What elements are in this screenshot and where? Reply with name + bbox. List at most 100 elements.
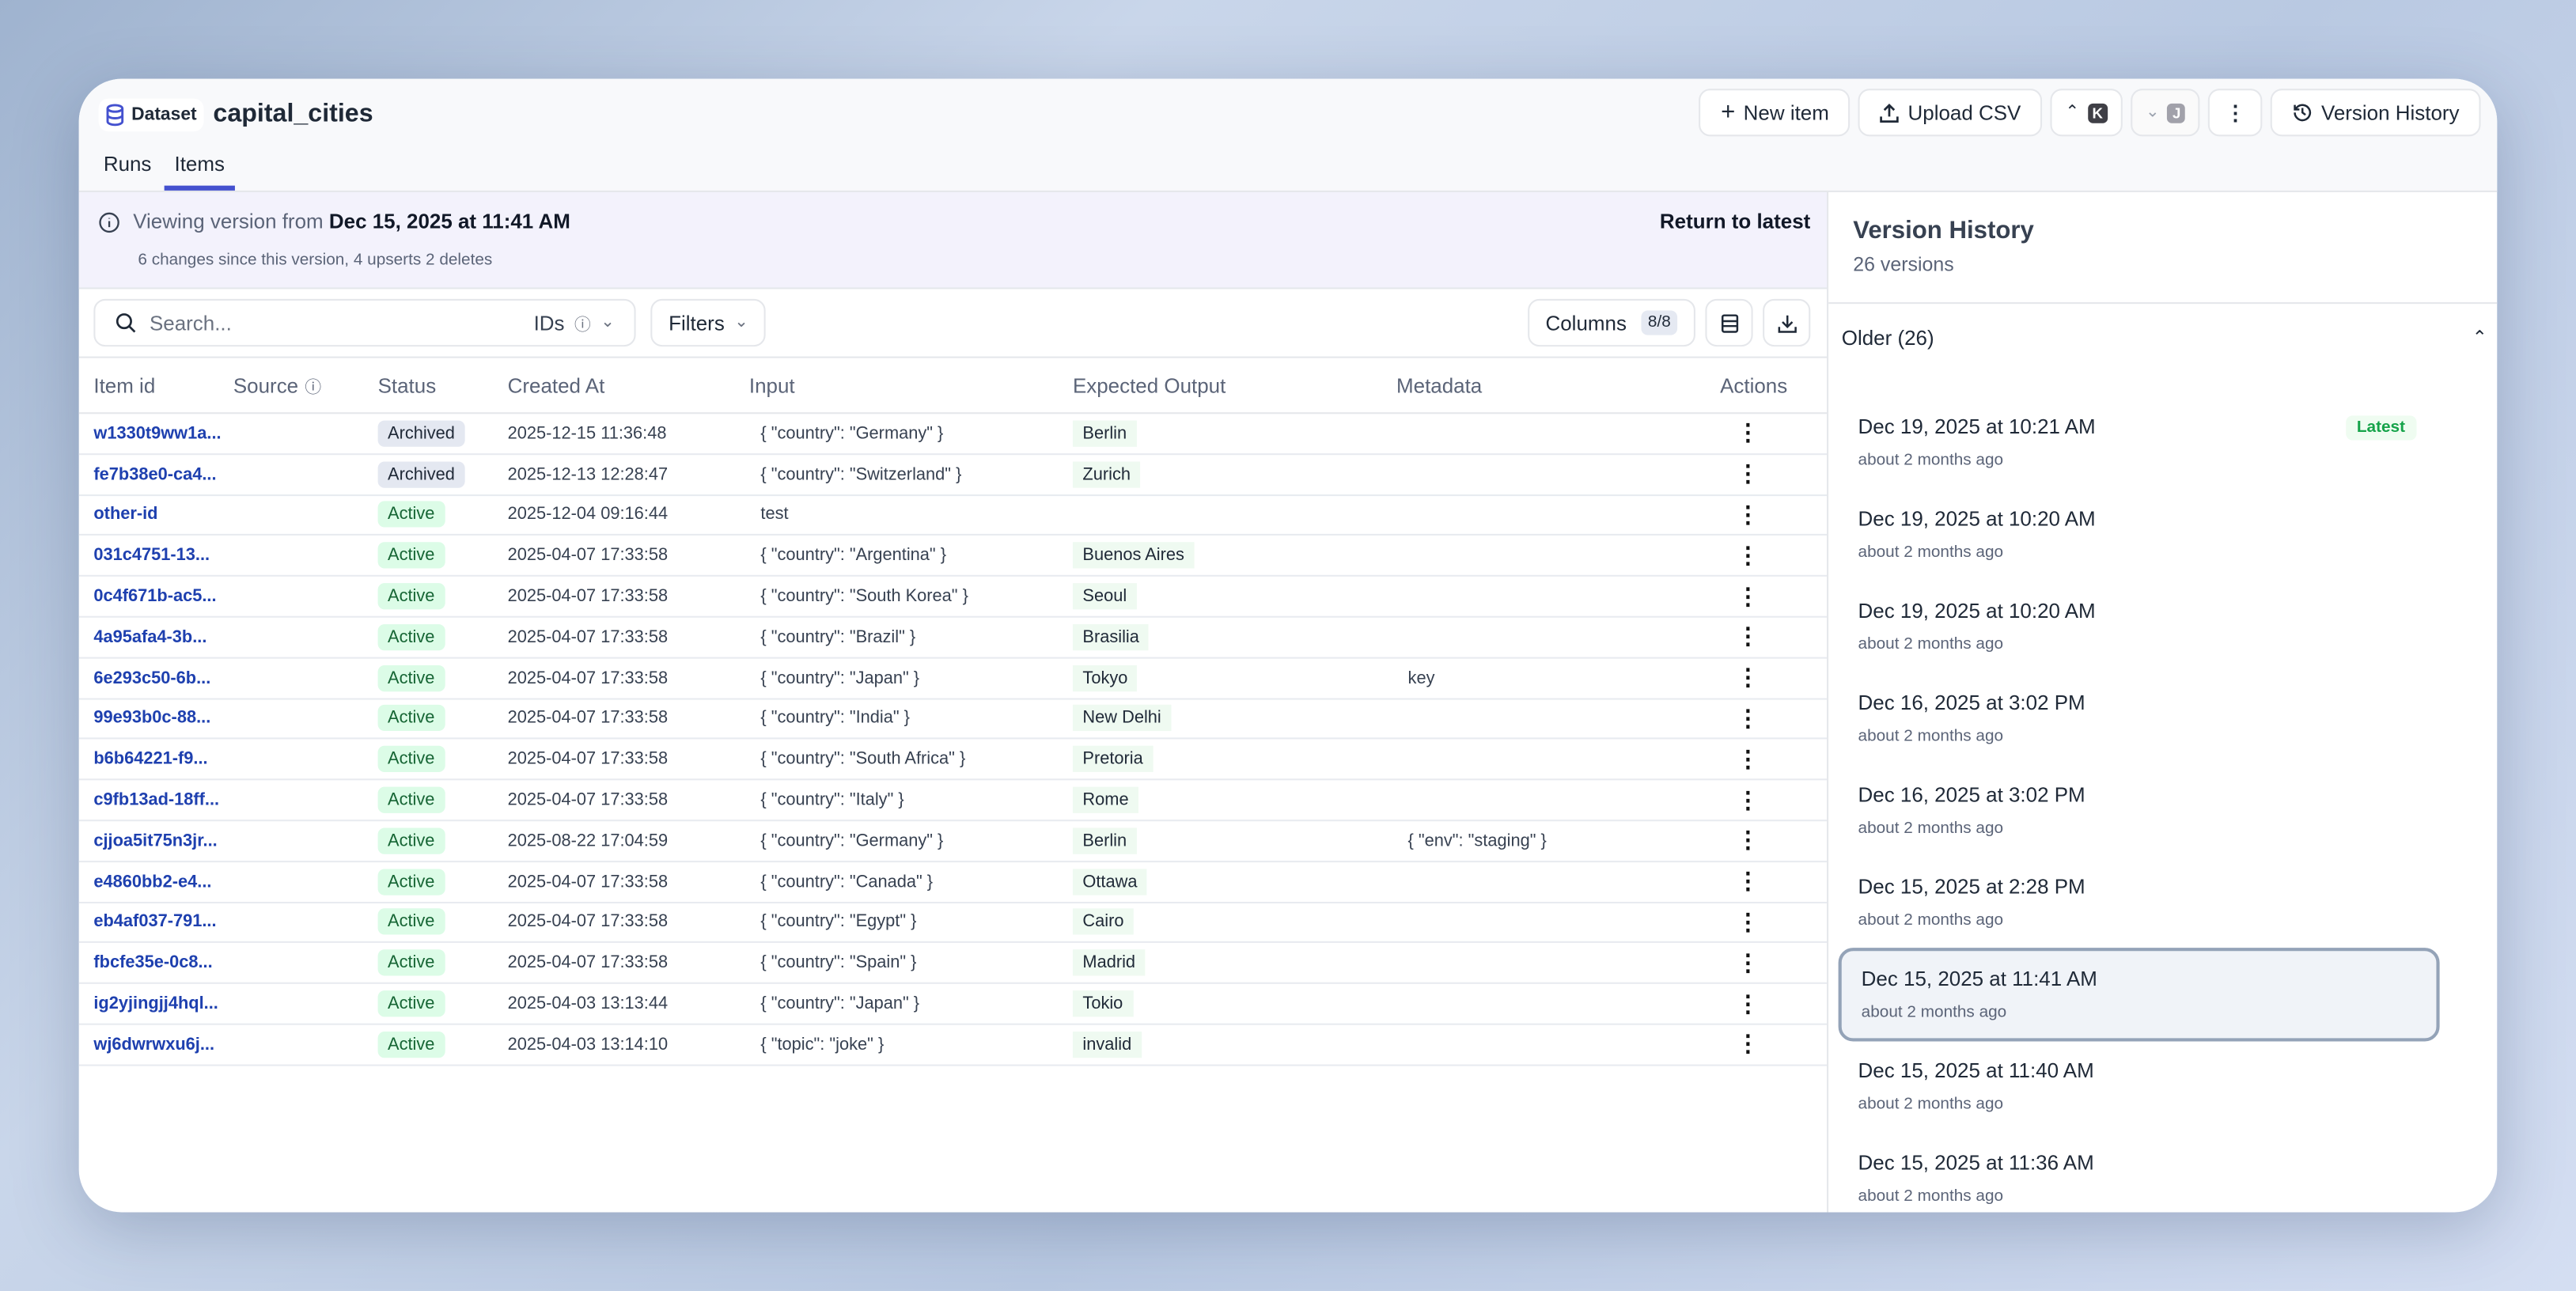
item-id-link[interactable]: 6e293c50-6b... (93, 668, 211, 688)
columns-button[interactable]: Columns 8/8 (1527, 298, 1695, 347)
version-date: Dec 19, 2025 at 10:21 AM (1858, 415, 2096, 439)
version-item[interactable]: Dec 19, 2025 at 10:20 AM about 2 months a… (1839, 583, 2440, 676)
item-id-link[interactable]: 031c4751-13... (93, 545, 210, 566)
row-actions-icon[interactable]: ⋮ (1736, 419, 1760, 446)
upload-icon (1880, 102, 1900, 122)
table-row[interactable]: eb4af037-791... Active 2025-04-07 17:33:… (78, 903, 1828, 944)
item-id-link[interactable]: c9fb13ad-18ff... (93, 789, 220, 810)
tab-runs[interactable]: Runs (103, 153, 152, 176)
table-row[interactable]: w1330t9ww1a... Archived 2025-12-15 11:36… (78, 414, 1828, 455)
table-row[interactable]: 0c4f671b-ac5... Active 2025-04-07 17:33:… (78, 577, 1828, 618)
row-actions-icon[interactable]: ⋮ (1736, 623, 1760, 650)
row-actions-icon[interactable]: ⋮ (1736, 786, 1760, 812)
new-item-label: New item (1743, 100, 1829, 124)
row-actions-icon[interactable]: ⋮ (1736, 1030, 1760, 1058)
header-expected-output[interactable]: Expected Output (1072, 373, 1226, 397)
chevron-down-icon: ⌄ (734, 313, 748, 332)
item-id-link[interactable]: e4860bb2-e4... (93, 871, 212, 892)
dataset-badge: Dataset (98, 98, 203, 132)
version-item[interactable]: Dec 16, 2025 at 3:02 PM about 2 months ag… (1839, 767, 2440, 861)
version-date: Dec 15, 2025 at 11:41 AM (1861, 967, 2097, 991)
row-actions-icon[interactable]: ⋮ (1736, 501, 1760, 528)
info-icon: ⓘ (305, 379, 322, 398)
table-row[interactable]: fbcfe35e-0c8... Active 2025-04-07 17:33:… (78, 944, 1828, 985)
table-row[interactable]: cjjoa5it75n3jr... Active 2025-08-22 17:0… (78, 821, 1828, 862)
table-row[interactable]: fe7b38e0-ca4... Archived 2025-12-13 12:2… (78, 455, 1828, 496)
table-row[interactable]: 99e93b0c-88... Active 2025-04-07 17:33:5… (78, 699, 1828, 740)
header-item-id[interactable]: Item id (93, 373, 156, 397)
tab-items[interactable]: Items (165, 153, 234, 191)
item-id-link[interactable]: 99e93b0c-88... (93, 708, 211, 729)
table-row[interactable]: e4860bb2-e4... Active 2025-04-07 17:33:5… (78, 862, 1828, 903)
version-item[interactable]: Dec 15, 2025 at 2:28 PM about 2 months ag… (1839, 859, 2440, 952)
row-density-button[interactable] (1705, 298, 1753, 347)
status-badge: Active (377, 746, 445, 773)
item-id-link[interactable]: b6b64221-f9... (93, 749, 208, 770)
item-id-link[interactable]: ig2yjingjj4hql... (93, 994, 218, 1014)
upload-csv-button[interactable]: Upload CSV (1858, 89, 2043, 137)
created-at: 2025-04-07 17:33:58 (507, 627, 669, 647)
row-actions-icon[interactable]: ⋮ (1736, 460, 1760, 487)
ids-dropdown[interactable]: IDs ⓘ ⌄ (534, 310, 615, 335)
item-id-link[interactable]: fe7b38e0-ca4... (93, 464, 217, 484)
row-actions-icon[interactable]: ⋮ (1736, 664, 1760, 691)
created-at: 2025-04-07 17:33:58 (507, 668, 669, 688)
more-options-button[interactable]: ⋮ (2208, 89, 2263, 137)
next-item-button[interactable]: ⌄ J (2131, 89, 2201, 137)
created-at: 2025-04-07 17:33:58 (507, 545, 669, 566)
table-row[interactable]: ig2yjingjj4hql... Active 2025-04-03 13:1… (78, 984, 1828, 1025)
item-id-link[interactable]: 0c4f671b-ac5... (93, 586, 217, 607)
version-item[interactable]: Dec 16, 2025 at 3:02 PM about 2 months ag… (1839, 675, 2440, 768)
version-item[interactable]: Dec 19, 2025 at 10:20 AM about 2 months a… (1839, 491, 2440, 585)
version-age: about 2 months ago (1858, 1187, 2004, 1206)
version-item[interactable]: Dec 15, 2025 at 11:41 AM about 2 months a… (1838, 948, 2440, 1042)
table-row[interactable]: b6b64221-f9... Active 2025-04-07 17:33:5… (78, 740, 1828, 781)
row-actions-icon[interactable]: ⋮ (1736, 582, 1760, 609)
version-age: about 2 months ago (1858, 543, 2004, 562)
filters-button[interactable]: Filters ⌄ (650, 298, 767, 347)
header-status[interactable]: Status (377, 373, 437, 397)
row-actions-icon[interactable]: ⋮ (1736, 745, 1760, 772)
new-item-button[interactable]: + New item (1699, 89, 1851, 137)
status-badge: Active (377, 990, 445, 1017)
version-item[interactable]: Dec 15, 2025 at 11:36 AM about 2 months a… (1839, 1135, 2440, 1213)
row-actions-icon[interactable]: ⋮ (1736, 948, 1760, 975)
table-row[interactable]: c9fb13ad-18ff... Active 2025-04-07 17:33… (78, 781, 1828, 822)
header-input[interactable]: Input (748, 373, 795, 397)
table-row[interactable]: wj6dwrwxu6j... Active 2025-04-03 13:14:1… (78, 1025, 1828, 1066)
version-date: Dec 15, 2025 at 2:28 PM (1858, 875, 2085, 899)
input-cell: { "country": "Italy" } (760, 789, 904, 810)
item-id-link[interactable]: w1330t9ww1a... (93, 423, 222, 444)
item-id-link[interactable]: eb4af037-791... (93, 912, 217, 933)
expected-output: Pretoria (1072, 746, 1154, 773)
table-row[interactable]: 031c4751-13... Active 2025-04-07 17:33:5… (78, 536, 1828, 577)
item-id-link[interactable]: wj6dwrwxu6j... (93, 1034, 215, 1054)
search-input[interactable] (149, 311, 521, 335)
item-id-link[interactable]: other-id (93, 505, 158, 525)
return-to-latest-button[interactable]: Return to latest (1659, 210, 1811, 233)
header-created-at[interactable]: Created At (507, 373, 605, 397)
header-source[interactable]: Source ⓘ (233, 358, 321, 413)
row-actions-icon[interactable]: ⋮ (1736, 827, 1760, 854)
table-row[interactable]: 4a95afa4-3b... Active 2025-04-07 17:33:5… (78, 618, 1828, 659)
row-actions-icon[interactable]: ⋮ (1736, 990, 1760, 1017)
version-date: Dec 19, 2025 at 10:20 AM (1858, 599, 2096, 623)
older-group-toggle[interactable]: Older (26) ⌃ (1842, 327, 2487, 350)
row-actions-icon[interactable]: ⋮ (1736, 867, 1760, 895)
table-row[interactable]: other-id Active 2025-12-04 09:16:44 test… (78, 495, 1828, 536)
item-id-link[interactable]: 4a95afa4-3b... (93, 627, 207, 647)
row-actions-icon[interactable]: ⋮ (1736, 541, 1760, 569)
version-item[interactable]: Dec 15, 2025 at 11:40 AM about 2 months a… (1839, 1043, 2440, 1137)
version-item[interactable]: Dec 19, 2025 at 10:21 AM about 2 months a… (1839, 399, 2440, 493)
table-row[interactable]: 6e293c50-6b... Active 2025-04-07 17:33:5… (78, 658, 1828, 699)
version-history-button[interactable]: Version History (2270, 89, 2481, 137)
download-button[interactable] (1763, 298, 1811, 347)
row-actions-icon[interactable]: ⋮ (1736, 908, 1760, 935)
previous-item-button[interactable]: ⌃ K (2050, 89, 2123, 137)
row-actions-icon[interactable]: ⋮ (1736, 704, 1760, 732)
item-id-link[interactable]: fbcfe35e-0c8... (93, 952, 213, 973)
header-metadata[interactable]: Metadata (1396, 373, 1483, 397)
expected-output: invalid (1072, 1031, 1142, 1058)
item-id-link[interactable]: cjjoa5it75n3jr... (93, 831, 218, 851)
version-history-label: Version History (2320, 100, 2460, 124)
